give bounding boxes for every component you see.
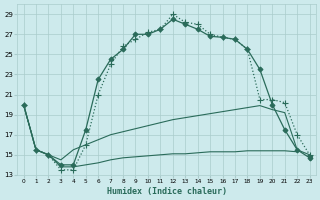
- X-axis label: Humidex (Indice chaleur): Humidex (Indice chaleur): [107, 187, 227, 196]
